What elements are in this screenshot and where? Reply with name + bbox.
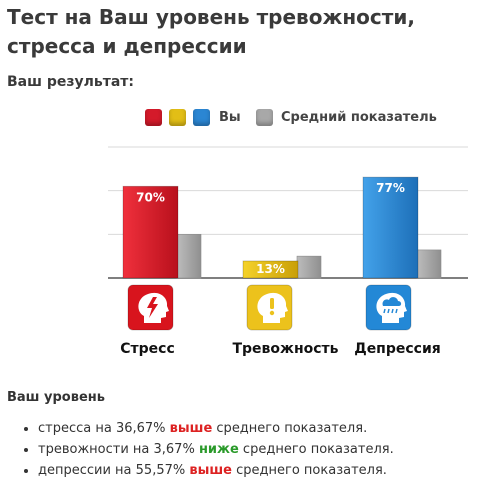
- legend-swatch-red: [145, 109, 162, 126]
- data-label-anxiety: 13%: [256, 262, 285, 276]
- chart-legend: Вы Средний показатель: [0, 109, 501, 129]
- bar-chart: 70% Стресс 13% Тревожность 77% Депрессия: [108, 146, 468, 357]
- level-list: стресса на 36,67% выше среднего показате…: [0, 418, 394, 481]
- data-label-stress: 70%: [136, 190, 165, 204]
- level-item-stress: стресса на 36,67% выше среднего показате…: [38, 418, 394, 439]
- rain-icon: [383, 308, 386, 314]
- legend-swatch-blue: [193, 109, 210, 126]
- lightning-icon: [147, 297, 158, 318]
- level-item-anxiety: тревожности на 3,67% ниже среднего показ…: [38, 439, 394, 460]
- category-label-depression: Депрессия: [354, 341, 441, 357]
- category-label-anxiety: Тревожность: [232, 341, 338, 357]
- result-heading: Ваш результат:: [7, 74, 135, 90]
- exclamation-dot-icon: [269, 310, 275, 316]
- bar-you-depression: [362, 176, 419, 279]
- cloud-icon: [382, 297, 402, 306]
- rain-icon: [395, 308, 398, 314]
- legend-label-avg: Средний показатель: [281, 110, 437, 125]
- bar-you-anxiety: [242, 260, 299, 279]
- data-label-depression: 77%: [376, 181, 405, 195]
- rain-icon: [387, 308, 390, 314]
- bar-avg-anxiety: [296, 255, 322, 279]
- bar-avg-depression: [416, 249, 442, 279]
- legend-label-you: Вы: [219, 110, 241, 125]
- page-title: Тест на Ваш уровень тревожности, стресса…: [7, 5, 415, 58]
- legend-swatch-gray: [256, 109, 273, 126]
- category-label-stress: Стресс: [120, 341, 175, 357]
- rain-icon: [391, 308, 394, 314]
- legend-swatch-yellow: [169, 109, 186, 126]
- exclamation-icon: [270, 298, 274, 309]
- level-heading: Ваш уровень: [7, 390, 105, 405]
- bar-you-stress: [122, 185, 179, 279]
- bar-avg-stress: [176, 234, 202, 279]
- level-item-depression: депрессии на 55,57% выше среднего показа…: [38, 460, 394, 481]
